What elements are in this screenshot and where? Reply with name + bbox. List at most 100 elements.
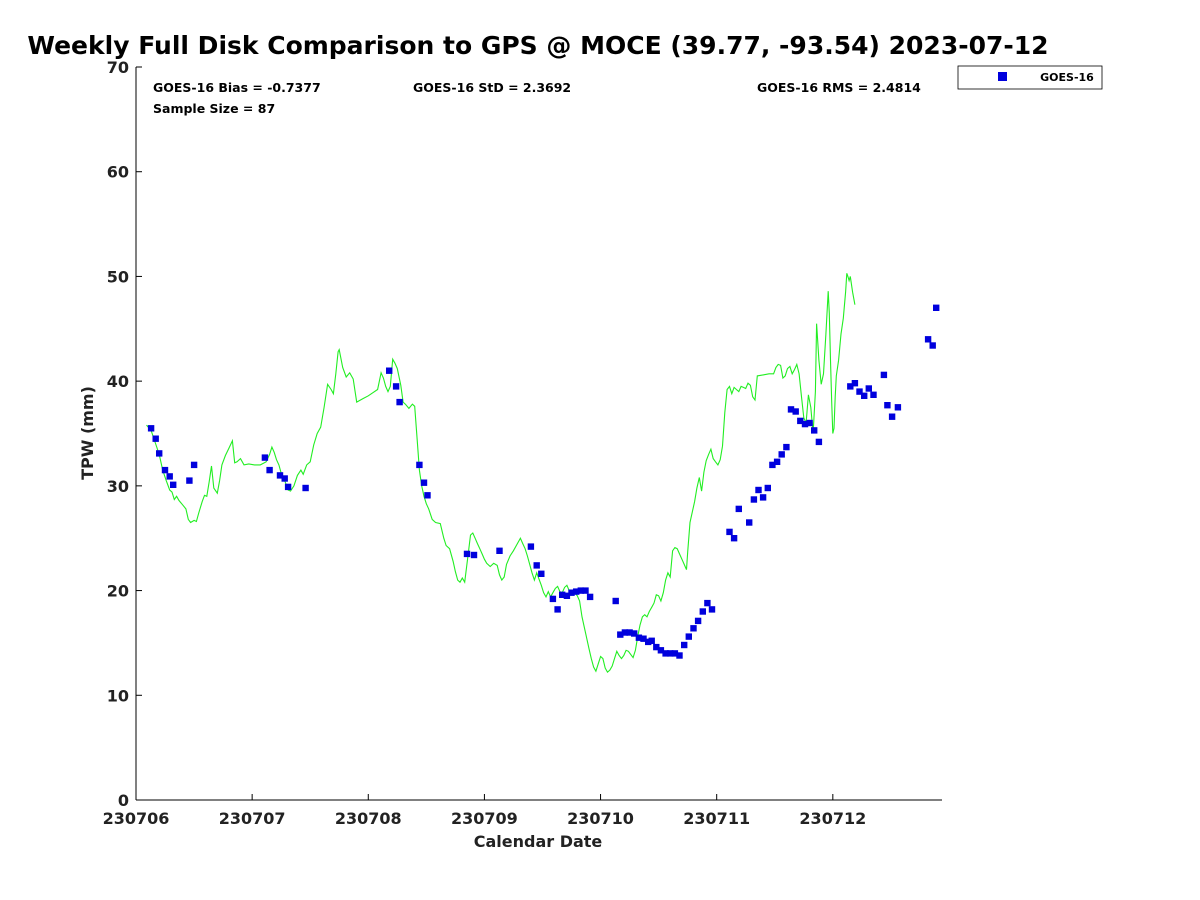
goes16-point — [681, 641, 688, 649]
goes16-point — [888, 413, 896, 420]
y-tick-label: 20 — [107, 582, 129, 601]
goes16-point — [773, 458, 781, 465]
goes16-point — [750, 496, 758, 503]
goes16-point — [851, 380, 859, 387]
goes16-point — [266, 466, 273, 474]
goes16-point — [884, 402, 891, 409]
goes16-point — [933, 304, 940, 311]
goes16-point — [161, 466, 169, 474]
goes16-point — [856, 388, 863, 395]
x-tick-label: 230710 — [567, 809, 634, 828]
goes16-point — [586, 593, 594, 601]
goes16-point — [392, 383, 400, 390]
goes16-point — [730, 535, 738, 542]
y-tick-label: 30 — [107, 477, 129, 496]
goes16-point — [894, 404, 902, 411]
goes16-point — [865, 385, 872, 392]
goes16-point — [527, 543, 535, 550]
goes16-point — [563, 592, 571, 599]
legend-marker-square-icon — [998, 72, 1007, 81]
plot-background — [136, 67, 942, 800]
goes16-point — [276, 472, 284, 479]
goes16-point — [870, 391, 877, 398]
goes16-point — [735, 505, 742, 513]
goes16-point — [617, 631, 624, 638]
goes16-point — [792, 408, 799, 415]
goes16-point — [806, 419, 813, 427]
goes16-point — [657, 647, 665, 654]
goes16-point — [420, 479, 428, 486]
goes16-point — [152, 435, 159, 442]
x-tick-label: 230712 — [799, 809, 866, 828]
goes16-point — [470, 551, 478, 559]
goes16-point — [626, 629, 633, 636]
rms-stat: GOES-16 RMS = 2.4814 — [757, 80, 921, 95]
chart-title: Weekly Full Disk Comparison to GPS @ MOC… — [27, 31, 1048, 60]
goes16-point — [284, 483, 292, 491]
goes16-point — [704, 599, 711, 607]
goes16-point — [811, 427, 818, 434]
goes16-point — [815, 438, 823, 446]
goes16-point — [463, 550, 471, 558]
goes16-point — [635, 634, 643, 641]
goes16-point — [577, 587, 584, 594]
goes16-point — [549, 595, 557, 603]
y-tick-label: 70 — [107, 58, 129, 77]
goes16-point — [699, 608, 706, 615]
goes16-point — [582, 587, 589, 594]
goes16-point — [396, 398, 403, 406]
y-axis-ticks: 0 10 20 30 40 50 60 70 — [107, 58, 142, 810]
x-axis-label: Calendar Date — [474, 832, 603, 851]
goes16-point — [685, 633, 692, 640]
goes16-point — [783, 443, 790, 451]
goes16-point — [621, 629, 629, 636]
bias-stat: GOES-16 Bias = -0.7377 — [153, 80, 321, 95]
goes16-point — [797, 417, 804, 425]
y-tick-label: 0 — [118, 791, 129, 810]
goes16-point — [170, 481, 177, 488]
goes16-point — [166, 473, 173, 480]
goes16-point — [755, 486, 762, 494]
goes16-point — [769, 461, 776, 469]
goes16-point — [676, 652, 683, 659]
legend-box — [957, 65, 1103, 90]
x-tick-label: 230711 — [683, 809, 750, 828]
statistics-annotations: GOES-16 Bias = -0.7377 GOES-16 StD = 2.3… — [153, 80, 921, 116]
goes16-point — [861, 392, 868, 399]
y-tick-label: 10 — [107, 686, 129, 705]
goes16-point — [924, 336, 932, 343]
x-tick-label: 230706 — [103, 809, 170, 828]
goes16-point — [662, 650, 669, 657]
goes16-point — [568, 589, 575, 596]
goes16-point — [667, 650, 674, 657]
goes16-point — [708, 606, 716, 613]
std-stat: GOES-16 StD = 2.3692 — [413, 80, 571, 95]
goes16-point — [880, 371, 888, 379]
goes16-point — [648, 637, 655, 644]
legend-label-goes16: GOES-16 — [1040, 71, 1094, 84]
goes16-point — [671, 650, 679, 657]
goes16-point — [538, 570, 545, 577]
goes16-point — [186, 477, 193, 484]
x-tick-label: 230707 — [219, 809, 286, 828]
goes16-point — [690, 625, 697, 632]
y-tick-label: 60 — [107, 163, 129, 182]
x-axis-ticks: 230706 230707 230708 230709 230710 230711 2307… — [103, 794, 866, 828]
legend: GOES-16 — [957, 65, 1103, 90]
goes16-point — [847, 383, 854, 390]
goes16-point — [156, 450, 163, 457]
y-axis-label: TPW (mm) — [78, 386, 97, 480]
goes16-point — [801, 420, 809, 428]
x-tick-label: 230708 — [335, 809, 402, 828]
y-tick-label: 50 — [107, 267, 129, 286]
goes16-point — [533, 562, 540, 569]
goes16-point — [496, 547, 503, 554]
goes16-point — [746, 519, 753, 526]
plot-area — [135, 67, 942, 801]
goes16-point — [190, 461, 198, 469]
goes16-point — [559, 591, 566, 598]
sample-size-stat: Sample Size = 87 — [153, 101, 275, 116]
goes16-point — [764, 484, 771, 492]
goes16-point — [778, 451, 785, 458]
